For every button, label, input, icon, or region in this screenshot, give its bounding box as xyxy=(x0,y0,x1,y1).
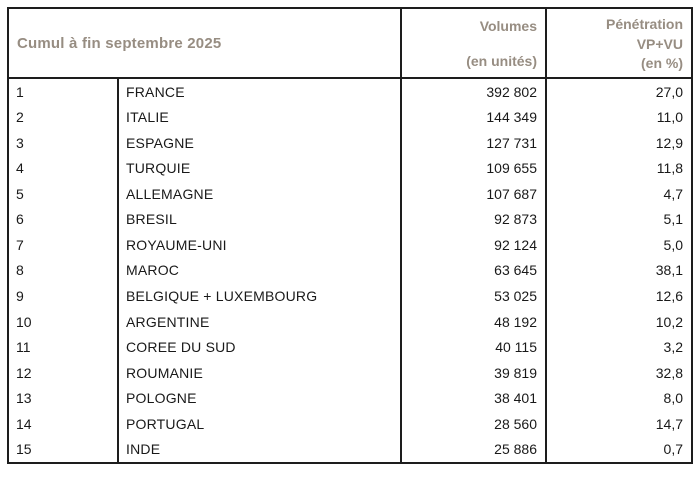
volume-cell: 28 560 xyxy=(400,410,545,437)
penetration-cell: 11,8 xyxy=(545,155,691,182)
rank-cell: 15 xyxy=(16,441,32,458)
rank-cell: 2 xyxy=(16,109,24,126)
country-cell: ALLEMAGNE xyxy=(117,181,400,207)
rank-cell: 12 xyxy=(16,364,32,381)
rank-cell: 4 xyxy=(16,160,24,177)
penetration-header-line1: Pénétration xyxy=(605,16,683,32)
rank-cell: 9 xyxy=(16,288,24,305)
country-cell: ARGENTINE xyxy=(117,308,400,335)
penetration-cell: 3,2 xyxy=(545,334,691,360)
penetration-cell: 27,0 xyxy=(545,79,691,105)
volume-cell: 107 687 xyxy=(400,181,545,207)
penetration-cell: 10,2 xyxy=(545,308,691,335)
country-cell: POLOGNE xyxy=(117,385,400,411)
volume-cell: 39 819 xyxy=(400,359,545,386)
penetration-cell: 12,9 xyxy=(545,130,691,156)
penetration-cell: 12,6 xyxy=(545,283,691,309)
volume-cell: 144 349 xyxy=(400,104,545,131)
rank-cell: 14 xyxy=(16,415,32,432)
country-cell: MAROC xyxy=(117,257,400,284)
rank-cell: 13 xyxy=(16,390,32,407)
volume-cell: 40 115 xyxy=(400,334,545,360)
country-cell: ROYAUME-UNI xyxy=(117,232,400,258)
penetration-header-line3: (en %) xyxy=(641,55,683,71)
rank-cell: 10 xyxy=(16,313,32,330)
column-header-volumes: Volumes (en unités) xyxy=(400,9,545,79)
rank-cell: 7 xyxy=(16,236,24,253)
rank-cell: 3 xyxy=(16,134,24,151)
country-cell: COREE DU SUD xyxy=(117,334,400,360)
sales-ranking-table: Cumul à fin septembre 2025 Volumes (en u… xyxy=(7,7,693,464)
table-title: Cumul à fin septembre 2025 xyxy=(9,9,400,79)
volume-cell: 53 025 xyxy=(400,283,545,309)
penetration-cell: 5,0 xyxy=(545,232,691,258)
volumes-header-line2: (en unités) xyxy=(466,53,537,69)
country-cell: ITALIE xyxy=(117,104,400,131)
country-cell: INDE xyxy=(117,436,400,462)
rank-cell: 8 xyxy=(16,262,24,279)
country-cell: ROUMANIE xyxy=(117,359,400,386)
country-cell: BRESIL xyxy=(117,206,400,233)
volume-cell: 392 802 xyxy=(400,79,545,105)
penetration-cell: 8,0 xyxy=(545,385,691,411)
penetration-cell: 4,7 xyxy=(545,181,691,207)
rank-cell: 11 xyxy=(16,339,31,356)
penetration-cell: 0,7 xyxy=(545,436,691,462)
penetration-cell: 38,1 xyxy=(545,257,691,284)
column-header-penetration: Pénétration VP+VU (en %) xyxy=(545,9,691,79)
penetration-cell: 14,7 xyxy=(545,410,691,437)
country-cell: BELGIQUE + LUXEMBOURG xyxy=(117,283,400,309)
country-cell: TURQUIE xyxy=(117,155,400,182)
rank-cell: 5 xyxy=(16,185,24,202)
penetration-header-line2: VP+VU xyxy=(636,35,683,52)
volumes-header-line1: Volumes xyxy=(479,18,537,34)
volume-cell: 38 401 xyxy=(400,385,545,411)
volume-cell: 92 873 xyxy=(400,206,545,233)
rank-cell: 6 xyxy=(16,211,24,228)
volume-cell: 48 192 xyxy=(400,308,545,335)
penetration-cell: 5,1 xyxy=(545,206,691,233)
rank-cell: 1 xyxy=(16,83,24,100)
penetration-cell: 32,8 xyxy=(545,359,691,386)
country-cell: ESPAGNE xyxy=(117,130,400,156)
volume-cell: 63 645 xyxy=(400,257,545,284)
penetration-cell: 11,0 xyxy=(545,104,691,131)
country-cell: PORTUGAL xyxy=(117,410,400,437)
volume-cell: 92 124 xyxy=(400,232,545,258)
volume-cell: 109 655 xyxy=(400,155,545,182)
country-cell: FRANCE xyxy=(117,79,400,105)
volume-cell: 25 886 xyxy=(400,436,545,462)
volume-cell: 127 731 xyxy=(400,130,545,156)
